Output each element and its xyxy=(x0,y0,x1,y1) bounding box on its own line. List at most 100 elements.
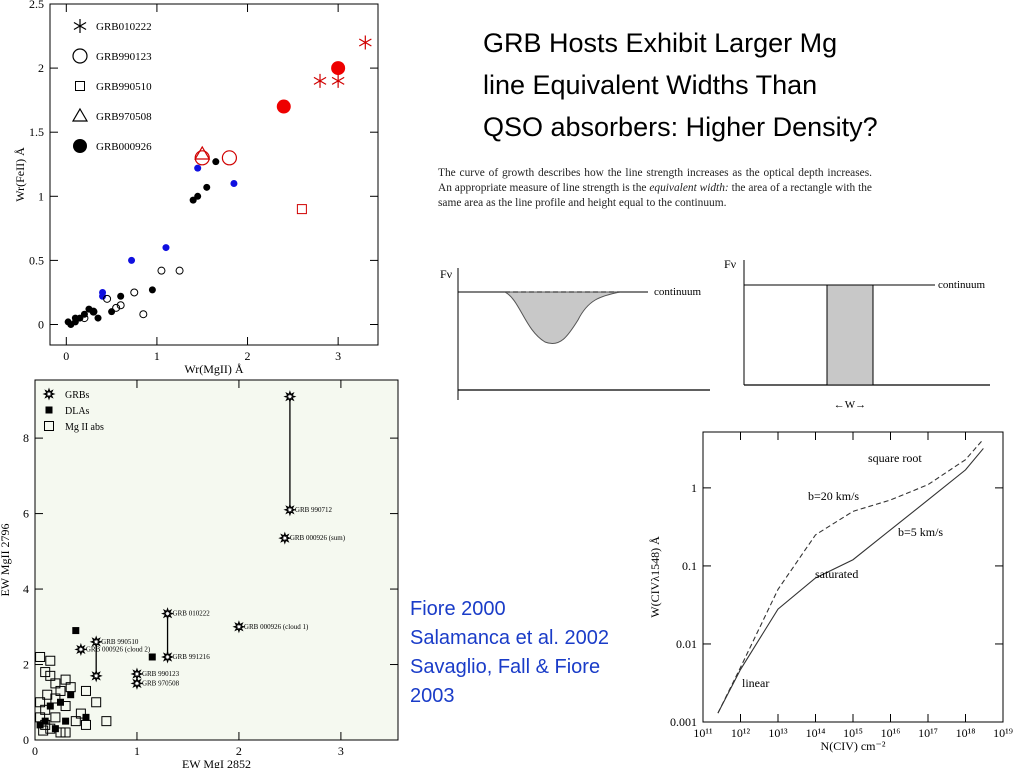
marker xyxy=(60,727,71,738)
legend-label: GRB970508 xyxy=(96,111,152,123)
x-tick-label: 1 xyxy=(134,744,140,758)
width-label: ←W→ xyxy=(834,399,866,411)
marker xyxy=(80,314,89,323)
marker xyxy=(38,725,49,736)
marker xyxy=(75,81,85,91)
marker xyxy=(45,670,56,681)
x-tick-label: 10¹² xyxy=(731,726,751,740)
point-label: GRB 010222 xyxy=(173,610,211,618)
marker xyxy=(130,676,144,690)
marker xyxy=(71,314,79,322)
marker xyxy=(189,196,197,204)
curve-label: b=20 km/s xyxy=(808,489,859,503)
legend-label: DLAs xyxy=(65,406,90,417)
marker xyxy=(313,73,327,88)
marker xyxy=(35,697,46,708)
title-line: line Equivalent Widths Than xyxy=(483,70,818,100)
marker xyxy=(116,301,125,310)
marker xyxy=(130,288,139,297)
marker xyxy=(276,99,291,114)
y-axis-label: Wr(FeII) Å xyxy=(13,147,27,202)
point-label: GRB 000926 (cloud 2) xyxy=(86,645,151,653)
marker xyxy=(101,716,112,727)
point-label: GRB 970508 xyxy=(142,679,180,687)
marker xyxy=(161,650,175,664)
marker xyxy=(45,723,56,734)
marker xyxy=(157,266,166,275)
point-label: GRB 000926 (sum) xyxy=(290,534,346,542)
marker xyxy=(283,503,297,517)
marker xyxy=(358,35,372,50)
marker xyxy=(45,655,56,666)
marker xyxy=(60,674,71,685)
y-tick-label: 1.5 xyxy=(29,125,44,139)
x-tick-label: 0 xyxy=(63,349,69,363)
marker xyxy=(42,689,53,700)
marker xyxy=(50,712,61,723)
marker xyxy=(194,145,211,160)
marker xyxy=(44,421,54,431)
y-tick-label: 0.01 xyxy=(676,637,697,651)
marker xyxy=(128,256,136,264)
marker xyxy=(36,721,44,729)
y-tick-label: 0 xyxy=(23,733,29,747)
marker xyxy=(91,697,102,708)
marker xyxy=(64,318,72,326)
emphasis: equivalent width: xyxy=(649,182,729,194)
x-tick-label: 3 xyxy=(335,349,341,363)
marker xyxy=(72,627,80,635)
continuum-label: continuum xyxy=(938,279,985,291)
x-tick-label: 10¹¹ xyxy=(693,726,713,740)
line-profile-sketch xyxy=(457,260,990,400)
marker xyxy=(230,179,238,187)
marker xyxy=(89,669,103,683)
marker xyxy=(50,678,61,689)
marker xyxy=(46,702,54,710)
marker xyxy=(72,48,88,64)
x-tick-label: 2 xyxy=(245,349,251,363)
text: The curve of growth describes how the li… xyxy=(438,167,872,194)
marker xyxy=(65,682,76,693)
x-axis-label: Wr(MgII) Å xyxy=(184,362,243,376)
x-tick-label: 10¹⁶ xyxy=(881,726,901,740)
curve-label: b=5 km/s xyxy=(898,525,943,539)
x-axis-label: N(CIV) cm⁻² xyxy=(821,739,886,753)
marker xyxy=(331,61,346,76)
marker xyxy=(73,19,87,33)
x-tick-label: 3 xyxy=(338,744,344,758)
y-tick-label: 1 xyxy=(691,481,697,495)
y-tick-label: 0.5 xyxy=(29,253,44,267)
marker xyxy=(62,717,70,725)
marker xyxy=(139,310,148,319)
marker xyxy=(212,158,220,166)
x-tick-label: 2 xyxy=(236,744,242,758)
text: the area of a rectangle with the same ar… xyxy=(438,182,872,209)
marker xyxy=(82,713,90,721)
x-tick-label: 10¹³ xyxy=(768,726,788,740)
legend-label: GRB990123 xyxy=(96,51,152,63)
y-axis-label: EW MgII 2796 xyxy=(0,523,12,596)
marker xyxy=(99,292,107,300)
marker xyxy=(60,701,71,712)
point-label: GRB 000926 (cloud 1) xyxy=(244,623,309,631)
marker xyxy=(35,712,46,723)
y-axis-label: W(CIVλ1548) Å xyxy=(648,536,662,618)
marker xyxy=(278,531,292,545)
title-line: GRB Hosts Exhibit Larger Mg xyxy=(483,28,838,58)
marker xyxy=(45,406,53,414)
marker xyxy=(40,719,51,730)
marker xyxy=(130,667,144,681)
marker xyxy=(112,303,121,312)
marker xyxy=(94,314,102,322)
y-tick-label: 4 xyxy=(23,582,29,596)
marker xyxy=(71,107,89,122)
citation: Salamanca et al. 2002 xyxy=(410,627,610,649)
point-label: GRB 991216 xyxy=(173,653,211,661)
flux-label: Fν xyxy=(724,257,737,271)
y-tick-label: 0.1 xyxy=(682,559,697,573)
marker xyxy=(221,150,238,166)
annotation: square root xyxy=(868,451,922,465)
continuum-label: continuum xyxy=(654,286,701,298)
